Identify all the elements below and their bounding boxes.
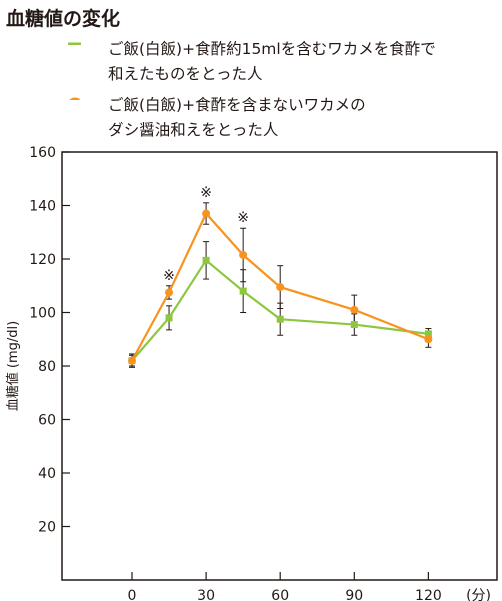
series-1-point xyxy=(165,288,174,297)
series-1-point xyxy=(202,209,211,218)
x-unit-label: (分) xyxy=(466,588,491,601)
series-0-point xyxy=(239,287,247,295)
series-1-point xyxy=(276,283,285,292)
y-tick-label: 60 xyxy=(38,413,56,429)
series-0-point xyxy=(350,321,358,329)
x-tick-label: 30 xyxy=(197,588,215,601)
legend-label-vinegar: ご飯(白飯)+食酢約15mlを含むワカメを食酢で 和えたものをとった人 xyxy=(108,40,436,83)
legend-label-dashi: ご飯(白飯)+食酢を含まないワカメの ダシ醤油和えをとった人 xyxy=(108,96,366,139)
series-0-point xyxy=(424,330,432,338)
x-tick-label: 90 xyxy=(345,588,363,601)
legend-marker-square-icon xyxy=(68,42,81,45)
y-tick-label: 80 xyxy=(38,359,56,375)
series-0-point xyxy=(276,315,284,323)
y-tick-label: 40 xyxy=(38,466,56,482)
series-1-point xyxy=(350,305,359,314)
x-tick-label: 120 xyxy=(415,588,442,601)
y-tick-label: 120 xyxy=(29,252,56,268)
x-tick-label: 60 xyxy=(271,588,289,601)
y-tick-label: 100 xyxy=(29,306,56,322)
significance-mark: ※ xyxy=(237,210,249,226)
significance-mark: ※ xyxy=(200,185,212,201)
y-axis-label: 血糖値 (mg/dl) xyxy=(5,321,21,411)
y-tick-label: 20 xyxy=(38,520,56,536)
series-1-point xyxy=(424,335,433,344)
series-1-point xyxy=(128,356,136,365)
significance-mark: ※ xyxy=(163,268,175,284)
legend-marker-circle-icon xyxy=(69,97,81,100)
chart-title: 血糖値の変化 xyxy=(6,8,121,30)
x-tick-label: 0 xyxy=(128,588,137,601)
series-1-point xyxy=(239,250,248,259)
series-0-point xyxy=(165,314,173,322)
series-0-point xyxy=(202,256,210,264)
y-tick-label: 140 xyxy=(29,199,56,215)
y-tick-label: 160 xyxy=(29,145,56,161)
plot-frame xyxy=(61,151,498,581)
